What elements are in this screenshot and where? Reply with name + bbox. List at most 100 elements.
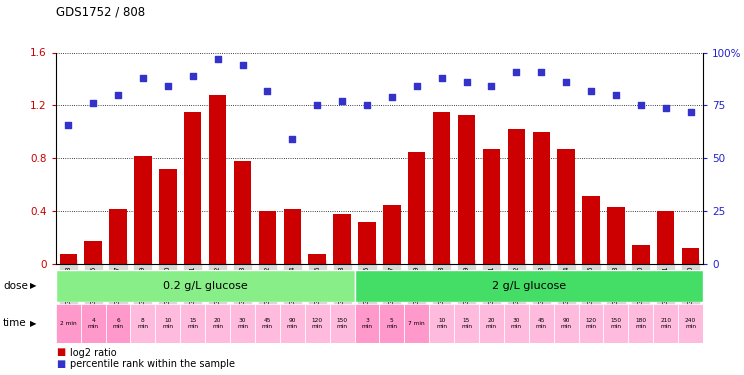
Bar — [330, 304, 355, 343]
Text: 10
min: 10 min — [162, 318, 173, 329]
Bar — [234, 161, 251, 264]
Bar — [653, 304, 679, 343]
Point — [610, 92, 622, 98]
Text: percentile rank within the sample: percentile rank within the sample — [70, 359, 235, 369]
Bar — [433, 112, 450, 264]
Text: 20
min: 20 min — [212, 318, 223, 329]
Bar — [603, 304, 629, 343]
Bar — [205, 304, 230, 343]
Text: 5
min: 5 min — [386, 318, 397, 329]
Text: 15
min: 15 min — [187, 318, 198, 329]
Bar — [155, 304, 180, 343]
Text: ▶: ▶ — [30, 281, 36, 290]
Bar — [404, 304, 429, 343]
Bar — [106, 304, 130, 343]
Bar — [657, 211, 675, 264]
Text: time: time — [3, 318, 27, 328]
Bar — [109, 209, 126, 264]
Bar — [84, 240, 102, 264]
Bar — [607, 207, 625, 264]
Bar — [80, 304, 106, 343]
Text: 30
min: 30 min — [237, 318, 248, 329]
Point — [212, 56, 224, 62]
Text: 150
min: 150 min — [336, 318, 347, 329]
Text: 240
min: 240 min — [685, 318, 696, 329]
Point — [436, 75, 448, 81]
Point — [560, 79, 572, 85]
Text: ■: ■ — [56, 359, 65, 369]
Bar — [483, 149, 500, 264]
Point — [62, 122, 74, 128]
Text: 45
min: 45 min — [536, 318, 547, 329]
Point — [137, 75, 149, 81]
Bar — [355, 270, 703, 302]
Bar — [429, 304, 454, 343]
Bar — [632, 244, 650, 264]
Bar — [379, 304, 404, 343]
Bar — [309, 254, 326, 264]
Point — [112, 92, 124, 98]
Point — [162, 83, 174, 89]
Bar — [533, 132, 550, 264]
Bar — [305, 304, 330, 343]
Bar — [283, 209, 301, 264]
Bar — [583, 195, 600, 264]
Bar — [504, 304, 529, 343]
Text: 30
min: 30 min — [511, 318, 522, 329]
Bar — [230, 304, 255, 343]
Text: 7 min: 7 min — [408, 321, 425, 326]
Bar — [679, 304, 703, 343]
Point — [461, 79, 472, 85]
Text: 20
min: 20 min — [486, 318, 497, 329]
Text: 6
min: 6 min — [112, 318, 124, 329]
Bar — [629, 304, 653, 343]
Bar — [259, 211, 276, 264]
Bar — [134, 156, 152, 264]
Text: 90
min: 90 min — [286, 318, 298, 329]
Text: dose: dose — [3, 281, 28, 291]
Bar — [579, 304, 603, 343]
Bar — [507, 129, 525, 264]
Bar — [255, 304, 280, 343]
Point — [237, 62, 248, 68]
Text: 2 g/L glucose: 2 g/L glucose — [492, 281, 566, 291]
Text: 3
min: 3 min — [362, 318, 373, 329]
Point — [336, 98, 348, 104]
Text: 10
min: 10 min — [436, 318, 447, 329]
Bar — [280, 304, 305, 343]
Point — [187, 73, 199, 79]
Bar — [359, 222, 376, 264]
Text: log2 ratio: log2 ratio — [70, 348, 117, 357]
Text: 180
min: 180 min — [635, 318, 647, 329]
Text: ■: ■ — [56, 348, 65, 357]
Point — [411, 83, 423, 89]
Point — [386, 94, 398, 100]
Bar — [333, 214, 351, 264]
Bar — [130, 304, 155, 343]
Point — [286, 136, 298, 142]
Point — [486, 83, 498, 89]
Bar — [529, 304, 554, 343]
Bar — [408, 152, 426, 264]
Bar — [479, 304, 504, 343]
Bar — [557, 149, 575, 264]
Bar — [383, 205, 400, 264]
Bar — [159, 169, 176, 264]
Bar — [355, 304, 379, 343]
Text: ▶: ▶ — [30, 319, 36, 328]
Bar — [56, 270, 355, 302]
Bar — [184, 112, 202, 264]
Point — [361, 102, 373, 108]
Text: 210
min: 210 min — [660, 318, 671, 329]
Point — [87, 100, 99, 106]
Text: 0.2 g/L glucose: 0.2 g/L glucose — [163, 281, 248, 291]
Point — [635, 102, 647, 108]
Point — [660, 105, 672, 111]
Text: 150
min: 150 min — [610, 318, 621, 329]
Text: 15
min: 15 min — [461, 318, 472, 329]
Point — [684, 109, 696, 115]
Text: 2 min: 2 min — [60, 321, 77, 326]
Text: 90
min: 90 min — [561, 318, 571, 329]
Bar — [180, 304, 205, 343]
Bar — [554, 304, 579, 343]
